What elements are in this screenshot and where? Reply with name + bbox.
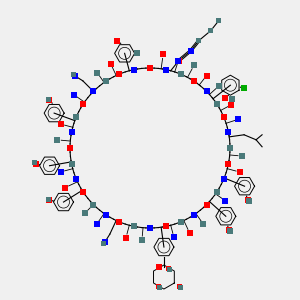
Bar [191, 79, 197, 85]
Bar [46, 197, 52, 203]
Bar [222, 198, 228, 204]
Bar [116, 71, 122, 77]
Bar [200, 221, 206, 227]
Bar [216, 83, 222, 89]
Bar [71, 72, 76, 77]
Bar [178, 284, 183, 290]
Bar [94, 221, 100, 227]
Bar [114, 38, 120, 44]
Bar [167, 266, 171, 271]
Bar [188, 48, 193, 53]
Bar [163, 224, 169, 230]
Bar [214, 189, 220, 195]
Bar [171, 234, 177, 240]
Bar [191, 212, 197, 218]
Bar [227, 228, 233, 234]
Bar [156, 284, 161, 289]
Bar [134, 50, 140, 56]
Bar [188, 48, 194, 54]
Bar [90, 88, 96, 94]
Bar [58, 121, 64, 127]
Bar [160, 51, 166, 57]
Bar [176, 58, 182, 64]
Bar [204, 88, 210, 94]
Bar [204, 73, 210, 79]
Bar [147, 65, 153, 71]
Bar [46, 196, 51, 202]
Bar [236, 116, 242, 122]
Bar [156, 264, 162, 270]
Bar [90, 202, 96, 208]
Bar [187, 230, 193, 236]
Bar [196, 38, 201, 43]
Bar [204, 202, 210, 208]
Bar [67, 145, 73, 151]
Bar [177, 284, 182, 289]
Bar [226, 129, 232, 135]
Bar [221, 114, 227, 120]
Bar [131, 224, 137, 230]
Bar [108, 61, 114, 67]
Bar [46, 97, 52, 103]
Bar [157, 284, 162, 290]
Bar [123, 235, 129, 241]
Bar [103, 212, 109, 218]
Bar [227, 145, 233, 151]
Bar [237, 169, 243, 175]
Bar [228, 102, 234, 108]
Bar [167, 266, 172, 272]
Bar [103, 79, 109, 85]
Bar [80, 100, 86, 106]
Bar [46, 97, 51, 102]
Bar [244, 197, 250, 203]
Bar [147, 225, 153, 231]
Bar [178, 71, 184, 77]
Bar [191, 62, 197, 68]
Bar [58, 169, 64, 175]
Bar [216, 18, 221, 23]
Bar [131, 67, 137, 73]
Bar [62, 185, 68, 191]
Bar [208, 28, 213, 33]
Bar [226, 160, 232, 166]
Bar [178, 219, 184, 225]
Bar [222, 95, 228, 101]
Bar [230, 96, 236, 102]
Bar [32, 161, 38, 167]
Bar [246, 198, 252, 204]
Bar [68, 160, 74, 166]
Bar [102, 239, 108, 245]
Bar [214, 100, 220, 106]
Bar [54, 137, 60, 143]
Bar [238, 153, 244, 159]
Bar [82, 210, 88, 216]
Bar [226, 227, 232, 233]
Bar [72, 73, 78, 79]
Bar [176, 58, 182, 64]
Bar [73, 176, 79, 182]
Bar [163, 67, 169, 73]
Bar [94, 70, 100, 76]
Bar [73, 114, 79, 120]
Bar [139, 237, 145, 243]
Bar [242, 85, 248, 91]
Bar [71, 92, 77, 98]
Bar [68, 129, 74, 135]
Bar [221, 176, 227, 182]
Bar [176, 58, 181, 63]
Bar [32, 160, 37, 165]
Bar [80, 189, 86, 195]
Bar [101, 241, 106, 246]
Bar [116, 219, 122, 225]
